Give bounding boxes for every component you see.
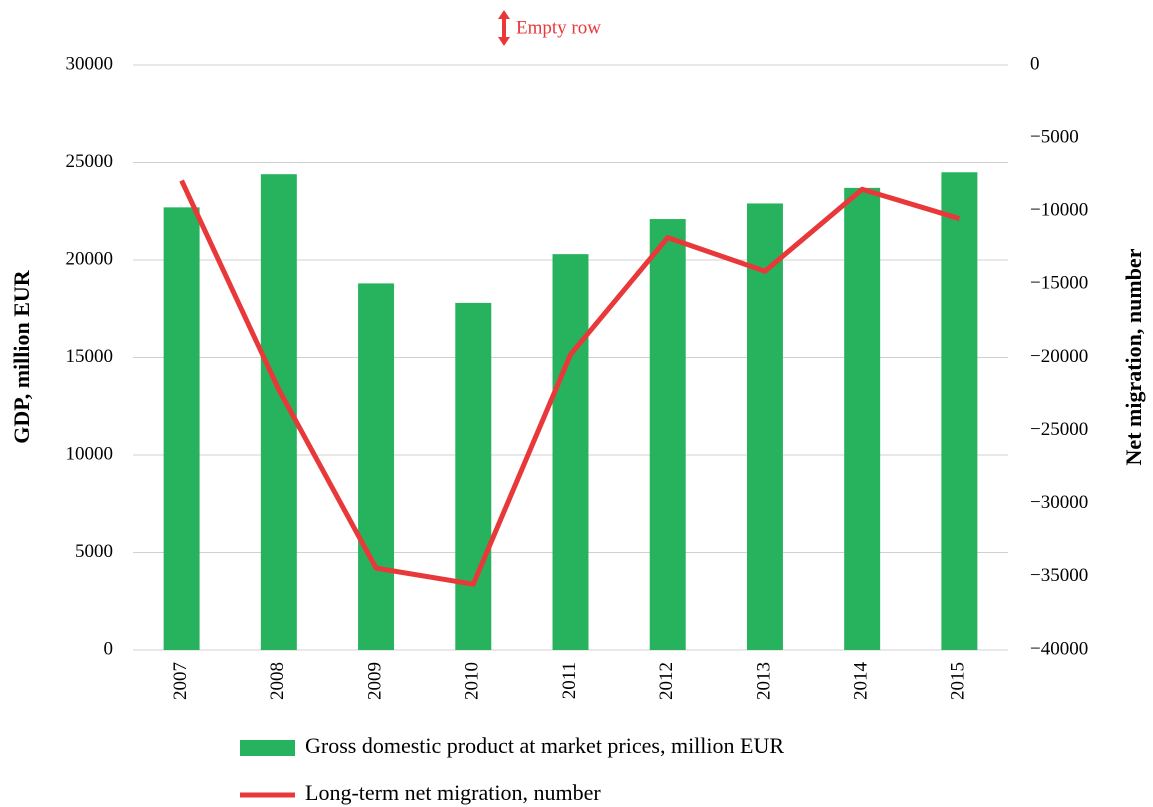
x-tick-label: 2013 <box>753 662 774 700</box>
y2-axis-title: Net migration, number <box>1121 248 1146 465</box>
y2-tick-label: −25000 <box>1030 419 1088 440</box>
bar <box>455 302 492 650</box>
y-tick-label: 20000 <box>66 248 114 269</box>
y2-tick-label: −35000 <box>1030 565 1088 586</box>
bar <box>358 283 395 650</box>
y2-tick-label: −20000 <box>1030 346 1088 367</box>
y-tick-label: 25000 <box>66 151 114 172</box>
legend-swatch <box>240 740 295 756</box>
x-tick-label: 2007 <box>170 662 191 700</box>
bar <box>552 254 589 650</box>
annotation-arrow <box>498 10 510 46</box>
bar <box>941 172 978 650</box>
x-tick-label: 2009 <box>364 662 385 700</box>
y-tick-label: 10000 <box>66 443 114 464</box>
line <box>179 179 961 587</box>
y-tick-label: 5000 <box>75 541 113 562</box>
bar <box>746 203 783 650</box>
x-tick-label: 2008 <box>267 662 288 700</box>
annotation: Empty row <box>498 10 601 46</box>
x-tick-label: 2014 <box>851 662 872 701</box>
y2-tick-label: −15000 <box>1030 273 1088 294</box>
y2-tick-label: −40000 <box>1030 638 1088 659</box>
y-tick-label: 0 <box>104 638 114 659</box>
annotation-text: Empty row <box>516 17 601 38</box>
y-tick-label: 15000 <box>66 346 114 367</box>
y2-tick-label: 0 <box>1030 53 1040 74</box>
bar <box>649 219 686 651</box>
x-tick-label: 2015 <box>948 662 969 700</box>
x-tick-label: 2010 <box>462 662 483 700</box>
y-axis-title: GDP, million EUR <box>9 269 34 443</box>
bar <box>163 207 200 650</box>
bar <box>844 187 881 650</box>
y-tick-label: 30000 <box>66 53 114 74</box>
y2-tick-label: −30000 <box>1030 492 1088 513</box>
x-tick-label: 2012 <box>656 662 677 700</box>
legend-label: Long-term net migration, number <box>305 780 601 805</box>
y2-tick-label: −10000 <box>1030 200 1088 221</box>
y2-tick-label: −5000 <box>1030 126 1079 147</box>
legend-label: Gross domestic product at market prices,… <box>305 733 784 758</box>
x-tick-label: 2011 <box>559 662 580 699</box>
